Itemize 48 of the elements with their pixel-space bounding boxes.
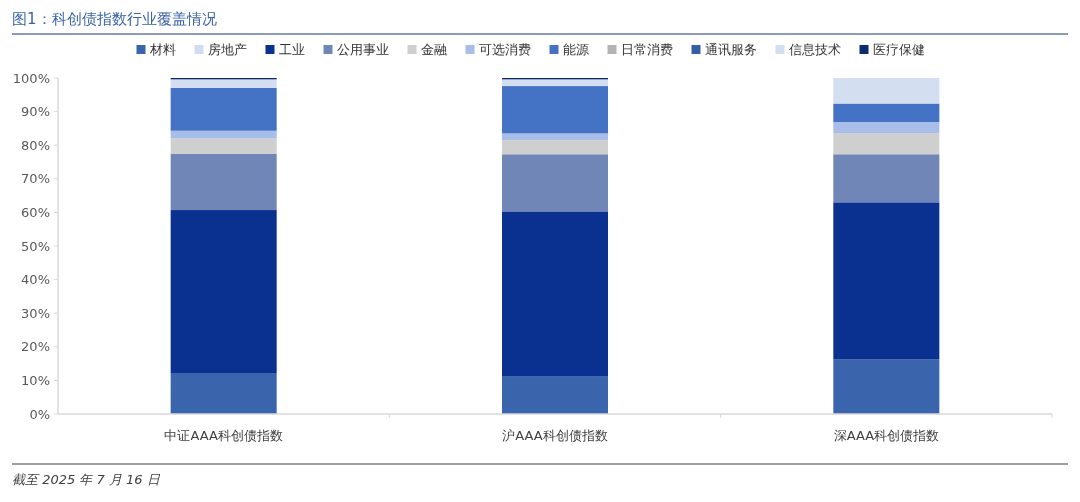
bar xyxy=(170,130,277,139)
legend-label: 材料 xyxy=(148,42,176,57)
legend-label: 可选消费 xyxy=(478,42,531,57)
y-tick-label: 20% xyxy=(21,339,50,355)
bar xyxy=(833,103,940,123)
y-tick-label: 50% xyxy=(21,238,50,254)
bar xyxy=(833,202,940,360)
bar xyxy=(170,138,277,154)
bar xyxy=(170,87,277,131)
bar xyxy=(170,373,277,414)
y-tick-label: 40% xyxy=(21,272,50,288)
bar xyxy=(170,153,277,211)
y-tick-label: 60% xyxy=(21,204,50,220)
bar xyxy=(501,79,609,87)
bar xyxy=(501,376,609,414)
y-tick-label: 80% xyxy=(21,137,50,153)
y-tick-label: 10% xyxy=(21,372,50,388)
legend-label: 信息技术 xyxy=(788,42,841,57)
legend-label: 房地产 xyxy=(207,42,247,57)
legend-label: 公用事业 xyxy=(336,42,389,57)
legend-label: 工业 xyxy=(278,42,305,57)
y-tick-label: 0% xyxy=(29,406,50,422)
bar xyxy=(833,122,940,134)
bar xyxy=(833,154,940,203)
bar xyxy=(501,140,609,155)
bar xyxy=(170,210,277,374)
legend-label: 金融 xyxy=(420,42,447,57)
bar xyxy=(501,154,609,212)
bar xyxy=(501,133,609,141)
y-tick-label: 70% xyxy=(21,171,50,187)
bar xyxy=(833,133,940,155)
bar xyxy=(833,359,940,414)
y-tick-label: 30% xyxy=(21,305,50,321)
legend-label: 医疗保健 xyxy=(872,42,925,57)
x-tick-label: 中证AAA科创债指数 xyxy=(164,428,283,443)
bar xyxy=(501,86,609,134)
chart-title: 图1：科创债指数行业覆盖情况 xyxy=(12,10,217,28)
text: 截至 2025 年 7 月 16 日 xyxy=(12,472,161,487)
y-tick-label: 90% xyxy=(21,104,50,120)
bar xyxy=(501,211,609,377)
legend-label: 日常消费 xyxy=(620,42,673,57)
legend-label: 能源 xyxy=(562,42,589,57)
legend-label: 通讯服务 xyxy=(704,42,757,57)
bar xyxy=(833,78,940,104)
x-tick-label: 深AAA科创债指数 xyxy=(833,428,940,443)
x-tick-label: 沪AAA科创债指数 xyxy=(502,428,608,443)
bar xyxy=(170,79,277,88)
y-tick-label: 100% xyxy=(12,70,50,86)
